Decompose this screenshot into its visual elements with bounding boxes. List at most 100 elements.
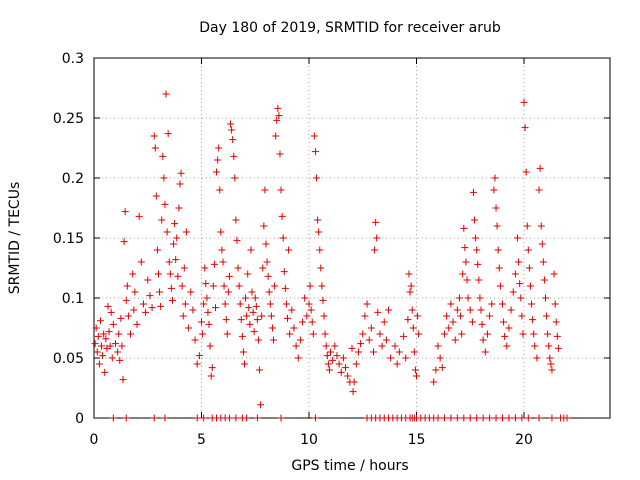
y-tick-label: 0 (75, 411, 84, 427)
data-point (257, 401, 265, 409)
data-point (100, 330, 108, 338)
data-point (310, 132, 318, 140)
data-point (349, 388, 357, 396)
chart-title: Day 180 of 2019, SRMTID for receiver aru… (199, 20, 501, 36)
data-point (234, 264, 242, 272)
data-point (536, 164, 544, 172)
data-point (367, 324, 375, 332)
data-point (514, 234, 522, 242)
data-point (483, 330, 491, 338)
data-point (175, 204, 183, 212)
data-point (471, 216, 479, 224)
data-point (286, 330, 294, 338)
data-point (211, 304, 219, 312)
data-point (127, 330, 135, 338)
data-point (247, 246, 255, 254)
data-point (457, 312, 465, 320)
data-point (277, 186, 285, 194)
tick-labels: 0 0.05 0.1 0.15 0.2 0.25 0.3 0 5 10 15 20 (53, 51, 533, 448)
data-point (233, 236, 241, 244)
data-point (407, 282, 415, 290)
data-point (102, 335, 110, 343)
data-point (545, 342, 553, 350)
data-point (503, 342, 511, 350)
data-point (314, 216, 322, 224)
data-point (531, 342, 539, 350)
data-point (495, 264, 503, 272)
data-point (106, 342, 114, 350)
data-point (372, 218, 380, 226)
x-tick-label: 5 (197, 432, 206, 448)
data-point (148, 304, 156, 312)
data-point (500, 318, 508, 326)
data-point (479, 414, 487, 422)
data-point (272, 132, 280, 140)
data-point (94, 332, 102, 340)
data-point (246, 320, 254, 328)
data-point (354, 348, 362, 356)
data-point (221, 300, 229, 308)
data-point (270, 336, 278, 344)
data-point (404, 316, 412, 324)
data-point (176, 180, 184, 188)
data-point (177, 169, 185, 177)
data-point (227, 120, 235, 128)
data-point (456, 294, 463, 302)
data-point (315, 228, 323, 236)
data-point (290, 324, 298, 332)
data-point (119, 376, 127, 384)
data-point (391, 342, 399, 350)
data-point (271, 282, 279, 290)
data-point (436, 354, 444, 362)
data-point (251, 294, 259, 302)
y-tick-label: 0.25 (53, 111, 84, 127)
data-point (321, 330, 329, 338)
data-point (376, 330, 384, 338)
data-point (460, 414, 468, 422)
data-point (481, 348, 489, 356)
data-point (225, 414, 233, 422)
data-point (185, 324, 193, 332)
data-point (373, 234, 381, 242)
data-point (357, 340, 365, 348)
data-point (499, 300, 506, 308)
data-point (542, 294, 549, 302)
data-point (547, 360, 555, 368)
data-point (207, 372, 215, 380)
data-point (253, 316, 261, 324)
data-point (195, 352, 203, 360)
data-point (281, 284, 289, 292)
data-point (458, 330, 466, 338)
data-point (546, 354, 554, 362)
data-point (167, 284, 175, 292)
data-point (445, 324, 453, 332)
data-point (492, 204, 500, 212)
y-tick-label: 0.05 (53, 351, 84, 367)
data-point (409, 324, 417, 332)
data-point (518, 414, 526, 422)
data-point (243, 312, 251, 320)
data-point (359, 330, 367, 338)
data-point (104, 302, 112, 310)
data-point (156, 288, 164, 296)
data-point (164, 130, 172, 138)
data-point (292, 342, 300, 350)
data-point (93, 348, 101, 356)
data-point (107, 308, 115, 316)
data-point (163, 228, 171, 236)
data-point (548, 414, 556, 422)
data-point (301, 294, 309, 302)
plot-frame (93, 57, 611, 419)
data-point (114, 348, 122, 356)
data-point (288, 306, 296, 314)
data-point (329, 356, 337, 364)
data-point (303, 312, 311, 320)
data-point (393, 360, 401, 368)
data-point (515, 258, 523, 266)
data-point (189, 306, 197, 314)
x-tick-label: 10 (300, 432, 318, 448)
data-point (168, 296, 176, 304)
data-point (130, 306, 138, 314)
data-point (232, 414, 240, 422)
data-point (276, 150, 284, 158)
